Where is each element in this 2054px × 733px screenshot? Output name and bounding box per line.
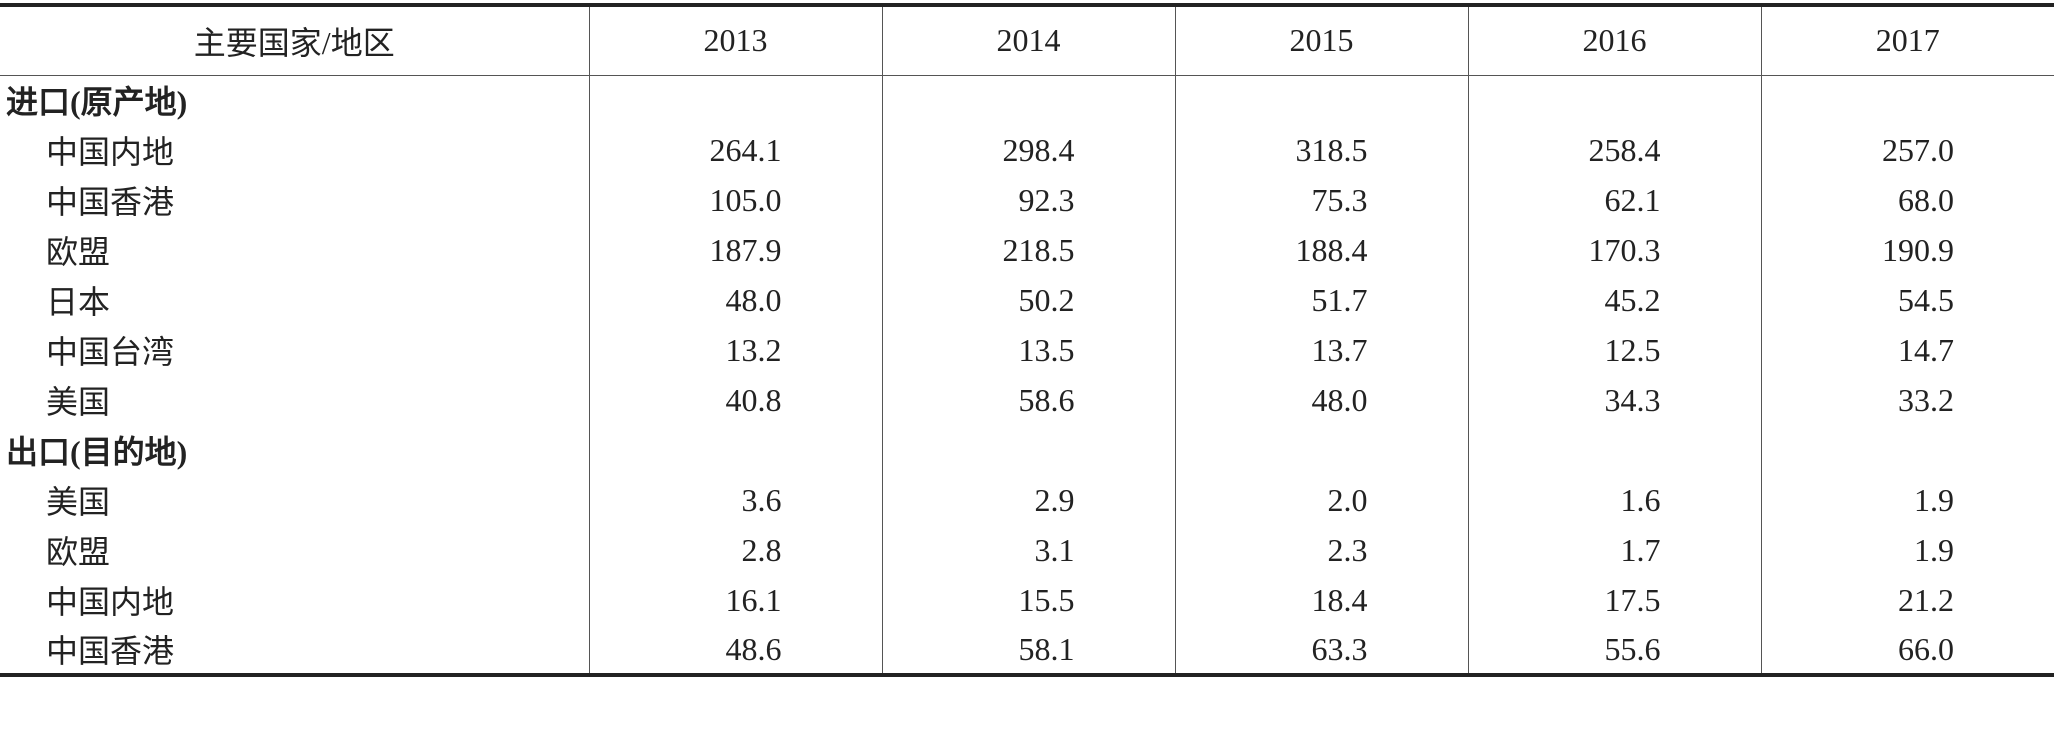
- empty-cell: [588, 75, 882, 125]
- empty-cell: [1760, 425, 2054, 475]
- data-row: 美国 40.8 58.6 48.0 34.3 33.2: [0, 375, 2054, 425]
- value-cell: 2.3: [1174, 525, 1468, 575]
- value-cell: 45.2: [1467, 275, 1761, 325]
- value-cell: 33.2: [1760, 375, 2054, 425]
- value-cell: 48.6: [588, 625, 882, 675]
- value-cell: 2.9: [881, 475, 1175, 525]
- value-cell: 2.8: [588, 525, 882, 575]
- value-cell: 48.0: [588, 275, 882, 325]
- value-cell: 62.1: [1467, 175, 1761, 225]
- value-cell: 68.0: [1760, 175, 2054, 225]
- value-cell: 15.5: [881, 575, 1175, 625]
- header-cell: 2017: [1760, 5, 2054, 75]
- row-label: 中国内地: [46, 584, 175, 620]
- data-row: 中国内地 264.1 298.4 318.5 258.4 257.0: [0, 125, 2054, 175]
- empty-cell: [881, 425, 1175, 475]
- value-cell: 298.4: [881, 125, 1175, 175]
- empty-cell: [1174, 425, 1468, 475]
- header-cell: 2014: [881, 5, 1175, 75]
- page: {"table": { "header": ["主要国家/地区", "2013"…: [0, 3, 2054, 733]
- header-cell: 2016: [1467, 5, 1761, 75]
- value-cell: 264.1: [588, 125, 882, 175]
- value-cell: 1.7: [1467, 525, 1761, 575]
- section-label: 进口(原产地): [6, 84, 188, 121]
- value-cell: 13.7: [1174, 325, 1468, 375]
- value-cell: 1.9: [1760, 525, 2054, 575]
- row-label: 美国: [46, 384, 111, 420]
- value-cell: 17.5: [1467, 575, 1761, 625]
- value-cell: 318.5: [1174, 125, 1468, 175]
- value-cell: 63.3: [1174, 625, 1468, 675]
- value-cell: 3.1: [881, 525, 1175, 575]
- value-cell: 48.0: [1174, 375, 1468, 425]
- value-cell: 187.9: [588, 225, 882, 275]
- value-cell: 3.6: [588, 475, 882, 525]
- empty-cell: [588, 425, 882, 475]
- value-cell: 1.6: [1467, 475, 1761, 525]
- data-table: 主要国家/地区 2013 2014 2015 2016 2017 进口(原产地) 中国内地 2…: [0, 3, 2054, 677]
- header-cell: 2015: [1174, 5, 1468, 75]
- row-label: 中国香港: [46, 633, 175, 669]
- empty-cell: [1174, 75, 1468, 125]
- empty-cell: [881, 75, 1175, 125]
- row-label: 中国内地: [46, 134, 175, 170]
- value-cell: 55.6: [1467, 625, 1761, 675]
- data-row: 欧盟 187.9 218.5 188.4 170.3 190.9: [0, 225, 2054, 275]
- value-cell: 51.7: [1174, 275, 1468, 325]
- value-cell: 21.2: [1760, 575, 2054, 625]
- value-cell: 218.5: [881, 225, 1175, 275]
- header-row: 主要国家/地区 2013 2014 2015 2016 2017: [0, 5, 2054, 75]
- value-cell: 58.6: [881, 375, 1175, 425]
- value-cell: 13.5: [881, 325, 1175, 375]
- data-row: 中国香港 48.6 58.1 63.3 55.6 66.0: [0, 625, 2054, 675]
- section-row: 出口(目的地): [0, 425, 2054, 475]
- section-label: 出口(目的地): [6, 434, 188, 470]
- value-cell: 170.3: [1467, 225, 1761, 275]
- value-cell: 258.4: [1467, 125, 1761, 175]
- value-cell: 54.5: [1760, 275, 2054, 325]
- empty-cell: [1467, 425, 1761, 475]
- data-row: 中国台湾 13.2 13.5 13.7 12.5 14.7: [0, 325, 2054, 375]
- value-cell: 66.0: [1760, 625, 2054, 675]
- value-cell: 58.1: [881, 625, 1175, 675]
- row-label: 日本: [46, 284, 111, 320]
- row-label: 中国台湾: [46, 334, 175, 370]
- row-label: 美国: [46, 484, 111, 520]
- data-row: 中国内地 16.1 15.5 18.4 17.5 21.2: [0, 575, 2054, 625]
- value-cell: 92.3: [881, 175, 1175, 225]
- value-cell: 18.4: [1174, 575, 1468, 625]
- value-cell: 50.2: [881, 275, 1175, 325]
- header-cell: 2013: [588, 5, 882, 75]
- value-cell: 34.3: [1467, 375, 1761, 425]
- value-cell: 75.3: [1174, 175, 1468, 225]
- data-row: 美国 3.6 2.9 2.0 1.6 1.9: [0, 475, 2054, 525]
- value-cell: 16.1: [588, 575, 882, 625]
- row-label: 欧盟: [46, 234, 111, 270]
- row-label: 欧盟: [46, 534, 111, 570]
- value-cell: 190.9: [1760, 225, 2054, 275]
- data-row: 日本 48.0 50.2 51.7 45.2 54.5: [0, 275, 2054, 325]
- value-cell: 12.5: [1467, 325, 1761, 375]
- empty-cell: [1760, 75, 2054, 125]
- value-cell: 40.8: [588, 375, 882, 425]
- value-cell: 257.0: [1760, 125, 2054, 175]
- data-row: 欧盟 2.8 3.1 2.3 1.7 1.9: [0, 525, 2054, 575]
- value-cell: 13.2: [588, 325, 882, 375]
- value-cell: 2.0: [1174, 475, 1468, 525]
- value-cell: 14.7: [1760, 325, 2054, 375]
- value-cell: 105.0: [588, 175, 882, 225]
- row-label: 中国香港: [46, 184, 175, 220]
- section-row: 进口(原产地): [0, 75, 2054, 125]
- value-cell: 188.4: [1174, 225, 1468, 275]
- header-cell: 主要国家/地区: [193, 24, 395, 61]
- data-row: 中国香港 105.0 92.3 75.3 62.1 68.0: [0, 175, 2054, 225]
- value-cell: 1.9: [1760, 475, 2054, 525]
- empty-cell: [1467, 75, 1761, 125]
